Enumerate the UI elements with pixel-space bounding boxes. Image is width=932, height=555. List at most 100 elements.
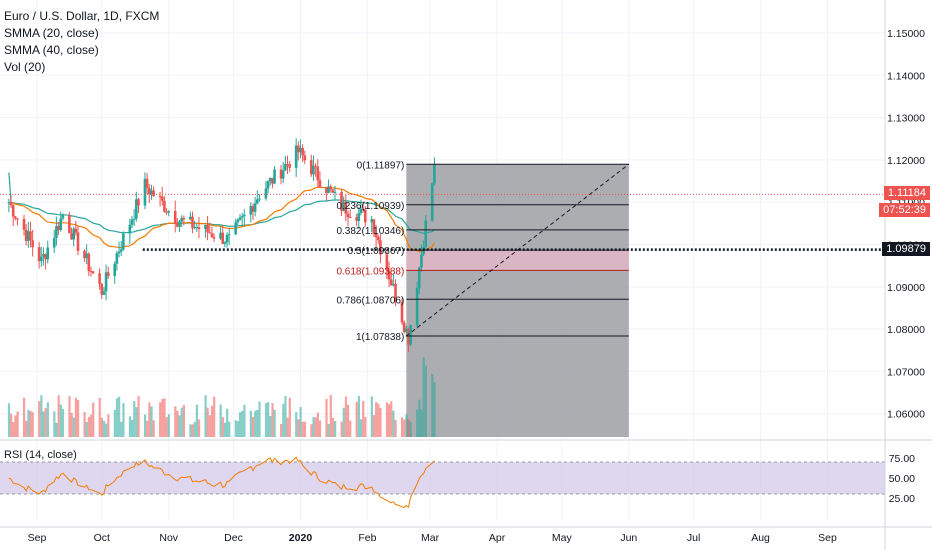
fib-label: 0.382(1.10346) [336,226,404,237]
candle-body [210,233,214,238]
candle-body [407,328,410,345]
volume-bar [403,419,406,437]
volume-bar [38,401,41,437]
volume-bar [44,408,47,437]
time-tick: 2020 [289,532,313,544]
volume-bar [422,357,425,437]
candle-body [223,242,227,244]
candle-body [234,222,237,235]
fib-label: 0(1.11897) [357,160,405,171]
volume-bar [303,421,306,437]
volume-bar [68,396,71,437]
candle-body [122,233,125,250]
volume-bar [29,410,32,437]
candle-body [76,232,80,251]
candle-body [286,164,289,166]
candle-body [173,210,177,224]
legend-smma20[interactable]: SMMA (20, close) [4,26,99,40]
volume-bar [342,407,345,437]
candle-body [316,166,320,181]
volume-bar [189,424,192,437]
time-tick: Dec [224,532,243,544]
volume-bar [55,422,58,437]
legend-smma40[interactable]: SMMA (40, close) [4,43,99,57]
rsi-legend[interactable]: RSI (14, close) [4,449,77,461]
time-tick: Apr [489,532,506,544]
volume-bar [295,412,298,437]
rsi-band [0,462,885,494]
legend-symbol[interactable]: Euro / U.S. Dollar, 1D, FXCM [4,9,160,23]
candle-body [212,237,216,239]
volume-bar [310,424,313,437]
volume-bar [105,423,108,437]
candle-body [150,190,153,195]
volume-bar [193,421,196,437]
volume-bar [204,395,207,437]
volume-bar [178,415,181,437]
volume-bar [122,403,125,437]
candle-body [266,181,270,189]
volume-bar [239,412,242,437]
time-tick: Feb [358,532,376,544]
volume-bar [409,421,412,437]
candle-body [102,291,106,295]
rsi-tick: 75.00 [889,453,915,465]
candle-body [39,256,43,262]
candle-body [206,224,209,233]
volume-bar [254,410,257,437]
candle-body [309,160,313,175]
volume-bar [340,421,343,437]
volume-bar [180,407,183,437]
candle-body [420,254,423,268]
volume-bar [236,421,240,437]
volume-bar [269,416,272,437]
candle-body [182,217,186,220]
candle-body [68,215,71,234]
volume-bar [385,402,389,437]
price-tick: 1.14000 [887,70,925,82]
candle-body [104,272,108,292]
candle-body [191,216,194,229]
volume-bar [53,411,56,437]
volume-bar [267,402,270,437]
candle-body [180,217,183,222]
volume-bar [143,414,147,437]
time-tick: Sep [28,532,47,544]
fib-pink-band [406,250,629,271]
volume-bar [150,406,153,437]
volume-bar [14,415,17,437]
time-tick: Nov [159,532,178,544]
countdown-tag: 07:52:39 [879,203,930,218]
volume-bar [234,420,237,437]
volume-bar [226,408,229,437]
candle-body [303,155,307,161]
candle-body [359,209,363,214]
candle-body [160,196,164,201]
candle-body [42,254,45,257]
candle-body [288,164,291,168]
legend-volume[interactable]: Vol (20) [4,60,46,74]
volume-bar [161,399,164,437]
volume-bar [334,420,337,437]
candle-body [279,169,283,179]
candle-body [376,236,380,241]
candle-body [85,253,88,259]
candle-body [55,225,58,239]
fib-label: 0.5(1.09867) [348,246,405,257]
volume-bar [314,417,317,437]
time-tick: Jul [687,532,700,544]
candle-body [374,233,378,237]
candle-body [115,253,119,264]
candle-body [417,267,421,288]
volume-bar [16,411,19,437]
volume-bar [364,417,367,437]
candle-body [16,218,19,220]
candle-body [394,283,397,302]
candle-body [400,301,404,323]
candle-body [344,201,348,214]
fib-label: 0.236(1.10939) [336,201,404,212]
volume-bar [390,401,393,437]
volume-bar [241,410,244,437]
